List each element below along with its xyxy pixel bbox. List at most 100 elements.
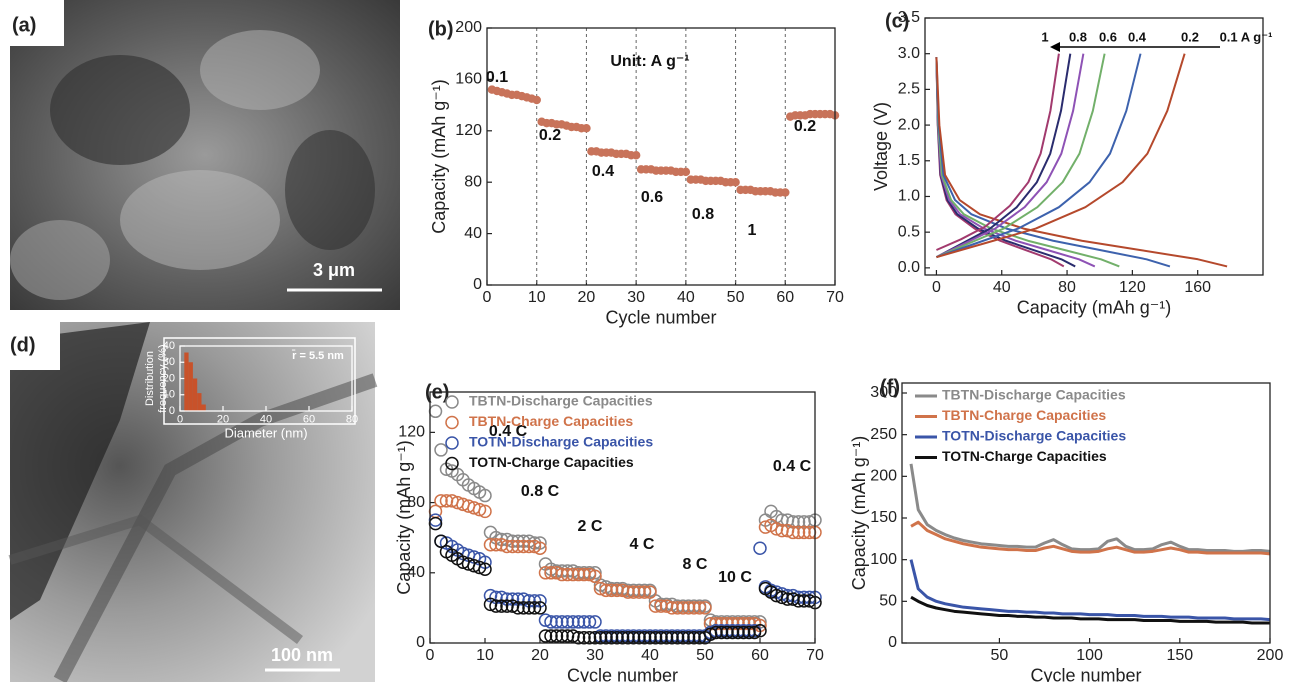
data-point — [643, 630, 657, 645]
x-axis-label: Cycle number — [1030, 665, 1141, 682]
y-tick-label: 0 — [169, 405, 175, 417]
plot-frame — [179, 345, 353, 412]
y-tick-label: 120 — [455, 122, 482, 139]
annotation: 0.2 — [794, 118, 816, 135]
data-point — [489, 599, 503, 613]
data-point — [533, 601, 547, 615]
scale-bar-label: 100 nm — [271, 645, 333, 665]
data-line — [936, 53, 1060, 251]
data-point — [687, 630, 701, 645]
annotation: 0.4 C — [773, 458, 812, 475]
data-point — [610, 630, 624, 645]
data-line — [909, 559, 1271, 622]
y-tick-label: 40 — [407, 564, 425, 581]
data-point — [781, 188, 790, 197]
y-tick-label: 0 — [888, 634, 897, 651]
x-tick-label: 200 — [1257, 647, 1284, 664]
y-axis-label: Voltage (V) — [871, 102, 891, 191]
data-point — [637, 585, 652, 599]
y-axis-label: Capacity (mAh g⁻¹) — [849, 436, 869, 591]
x-tick-label: 0 — [177, 414, 183, 426]
legend-label: TOTN-Discharge Capacities — [469, 434, 653, 450]
image-d: (d) 100 nm — [0, 322, 378, 682]
x-tick-label: 20 — [578, 289, 596, 306]
data-point — [582, 567, 597, 582]
panel-label: (d) — [10, 334, 36, 356]
data-point — [478, 562, 492, 577]
legend-marker — [445, 415, 459, 430]
data-point — [599, 583, 613, 598]
plot-frame — [901, 382, 1271, 644]
x-tick-label: 60 — [751, 647, 769, 664]
legend-label: TOTN-Charge Capacities — [942, 448, 1107, 464]
data-point — [687, 601, 701, 615]
x-tick-label: 100 — [1076, 647, 1103, 664]
data-point — [588, 630, 602, 645]
data-point — [500, 539, 514, 554]
x-tick-label: 70 — [806, 647, 824, 664]
chart: (b) 0 10 20 30 40 50 60 70 0 40 80 120 160 200 Cycle nu… — [428, 18, 844, 327]
rate-arrow-head — [1050, 42, 1060, 52]
data-point — [676, 630, 690, 645]
annotation: 0.6 — [641, 189, 663, 206]
data-point — [747, 625, 762, 640]
data-point — [643, 585, 657, 599]
data-point — [434, 443, 448, 457]
chart: (c) 0 40 80 120 160 0.0 0.5 1.0 1.5 2.0 2.5 3.0 3.5 Ca… — [871, 9, 1273, 317]
data-point — [681, 167, 691, 177]
data-point — [753, 541, 767, 555]
data-point — [472, 502, 487, 517]
annotation: 0.8 — [1069, 29, 1087, 44]
data-point — [670, 630, 685, 645]
data-point — [599, 630, 613, 645]
y-tick-label: 1.5 — [898, 152, 920, 169]
y-tick-label: 250 — [870, 426, 897, 443]
data-point — [648, 599, 663, 613]
data-point — [626, 630, 641, 645]
data-point — [571, 615, 586, 629]
y-axis-label: Distribution — [144, 351, 156, 406]
data-point — [786, 525, 800, 540]
x-tick-label: 40 — [641, 647, 659, 664]
data-point — [588, 569, 602, 584]
data-point — [731, 177, 740, 187]
histogram-bar — [188, 362, 193, 411]
data-line — [910, 520, 1271, 556]
y-tick-label: 40 — [464, 225, 482, 242]
histogram-bar — [201, 404, 206, 411]
y-tick-label: 50 — [879, 593, 897, 610]
x-tick-label: 160 — [1184, 279, 1211, 296]
annotation: 0.8 — [692, 206, 714, 223]
data-line — [935, 57, 1228, 268]
y-tick-label: 200 — [870, 468, 897, 485]
legend-label: TOTN-Discharge Capacities — [942, 428, 1126, 444]
annotation: Unit: A g⁻¹ — [610, 53, 689, 70]
legend-label: TBTN-Charge Capacities — [469, 413, 633, 429]
data-point — [511, 601, 525, 615]
y-tick-label: 2.5 — [898, 81, 920, 98]
data-point — [478, 488, 492, 503]
data-point — [698, 601, 712, 615]
data-point — [571, 630, 586, 645]
data-point — [626, 585, 641, 599]
data-point — [791, 594, 806, 608]
x-tick-label: 40 — [260, 414, 272, 426]
data-point — [648, 630, 663, 645]
data-point — [511, 539, 525, 554]
x-tick-label: 80 — [1058, 279, 1076, 296]
data-point — [560, 615, 575, 629]
data-point — [604, 630, 619, 645]
data-line — [935, 53, 1072, 259]
data-point — [631, 150, 641, 160]
data-line — [936, 53, 1186, 259]
legend-marker — [445, 436, 459, 450]
y-tick-label: 1.0 — [898, 188, 920, 205]
annotation: 0.4 — [592, 163, 614, 180]
data-point — [791, 525, 806, 540]
x-tick-label: 30 — [627, 289, 645, 306]
data-point — [692, 601, 707, 615]
data-point — [588, 615, 602, 629]
data-point — [604, 583, 619, 598]
data-point — [571, 567, 586, 582]
